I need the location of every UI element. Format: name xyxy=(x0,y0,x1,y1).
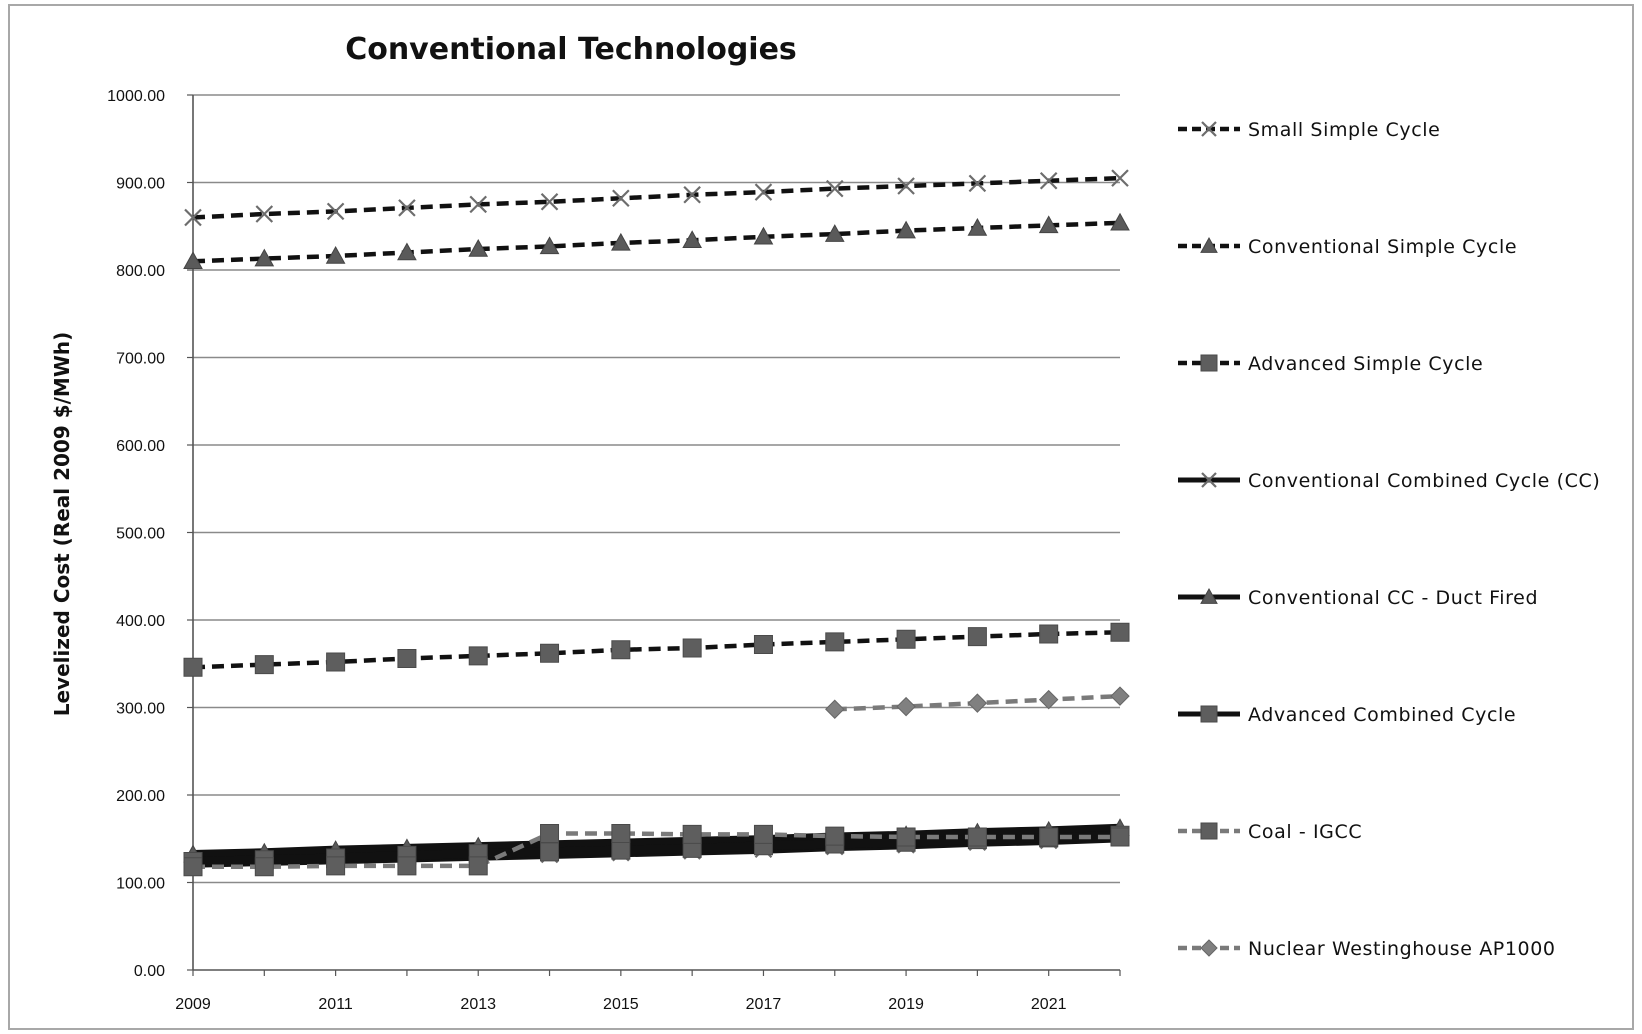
data-point xyxy=(967,827,987,847)
data-point xyxy=(967,693,988,713)
data-point xyxy=(825,699,845,719)
chart-frame xyxy=(8,4,1634,1030)
y-tick-label: 200.00 xyxy=(116,788,165,805)
data-point xyxy=(896,220,916,239)
data-point xyxy=(183,857,203,877)
x-tick-label: 2013 xyxy=(460,996,496,1013)
data-point xyxy=(183,251,203,269)
data-point xyxy=(539,236,560,255)
data-point xyxy=(753,824,773,844)
data-point xyxy=(184,208,202,227)
chart-title: Conventional Technologies xyxy=(345,32,797,67)
data-point xyxy=(682,824,702,844)
data-point xyxy=(1039,171,1058,190)
data-point xyxy=(1111,169,1129,187)
series-line xyxy=(192,630,1121,670)
data-point xyxy=(967,217,988,236)
x-tick-label: 2009 xyxy=(175,996,211,1013)
data-point xyxy=(326,652,346,672)
data-point xyxy=(753,635,773,654)
data-point xyxy=(254,857,274,877)
data-point xyxy=(1039,624,1059,644)
data-point xyxy=(326,202,345,221)
y-tick-label: 600.00 xyxy=(116,438,165,455)
data-point xyxy=(540,842,560,862)
series-line xyxy=(192,220,1121,264)
y-tick-label: 500.00 xyxy=(116,526,165,543)
series-line xyxy=(192,823,1121,859)
data-point xyxy=(682,230,703,248)
data-point xyxy=(1039,827,1059,847)
data-point xyxy=(397,242,417,261)
data-point xyxy=(1038,689,1059,710)
series-line xyxy=(192,830,1121,866)
data-point xyxy=(397,856,417,876)
data-point xyxy=(610,232,631,251)
y-tick-label: 800.00 xyxy=(116,263,165,280)
y-tick-label: 300.00 xyxy=(116,701,165,718)
data-point xyxy=(825,826,845,846)
y-tick-label: 700.00 xyxy=(116,351,165,368)
series-line xyxy=(192,175,1121,220)
x-tick-label: 2015 xyxy=(603,996,639,1013)
y-tick-label: 100.00 xyxy=(116,876,165,893)
data-point xyxy=(897,177,915,195)
data-point xyxy=(753,226,774,245)
data-point xyxy=(611,640,631,660)
data-point xyxy=(967,627,987,647)
data-point xyxy=(1110,827,1130,847)
data-point xyxy=(968,174,987,193)
data-point xyxy=(540,192,559,211)
data-point xyxy=(612,189,630,208)
data-point xyxy=(825,632,845,652)
data-point xyxy=(1110,686,1130,706)
series-nuclear-westinghouse-ap1000 xyxy=(825,686,1130,719)
data-point xyxy=(683,185,701,204)
data-point xyxy=(468,856,488,876)
data-point xyxy=(325,245,346,264)
series-coal-igcc xyxy=(183,824,1130,877)
data-point xyxy=(824,224,845,242)
series-advanced-simple-cycle xyxy=(183,622,1130,677)
x-tick-label: 2017 xyxy=(746,996,782,1013)
data-point xyxy=(326,856,346,876)
data-point xyxy=(468,646,488,666)
x-tick-label: 2011 xyxy=(318,996,353,1013)
data-point xyxy=(540,824,560,843)
data-point xyxy=(183,657,203,677)
y-tick-label: 900.00 xyxy=(116,176,165,193)
data-point xyxy=(754,183,773,201)
data-point xyxy=(896,827,916,847)
y-tick-label: 1000.00 xyxy=(107,88,165,105)
data-point xyxy=(1110,212,1130,231)
data-point xyxy=(1038,215,1059,234)
data-point xyxy=(682,638,702,658)
y-tick-label: 0.00 xyxy=(134,963,165,980)
data-point xyxy=(896,629,916,649)
data-point xyxy=(540,643,560,663)
data-point xyxy=(896,696,916,717)
data-point xyxy=(1110,622,1130,642)
data-point xyxy=(255,205,274,223)
x-tick-label: 2021 xyxy=(1031,996,1067,1013)
data-point xyxy=(397,649,417,668)
data-point xyxy=(611,840,631,860)
y-tick-label: 400.00 xyxy=(116,613,165,630)
data-point xyxy=(398,199,416,217)
data-point xyxy=(825,179,844,198)
data-point xyxy=(611,824,631,843)
data-point xyxy=(469,195,488,214)
data-point xyxy=(468,238,489,257)
series-small-simple-cycle xyxy=(184,169,1129,227)
data-point xyxy=(254,655,274,675)
series-conventional-simple-cycle xyxy=(183,212,1130,269)
data-point xyxy=(254,248,275,267)
x-tick-label: 2019 xyxy=(888,996,924,1013)
series-line xyxy=(193,831,1120,870)
